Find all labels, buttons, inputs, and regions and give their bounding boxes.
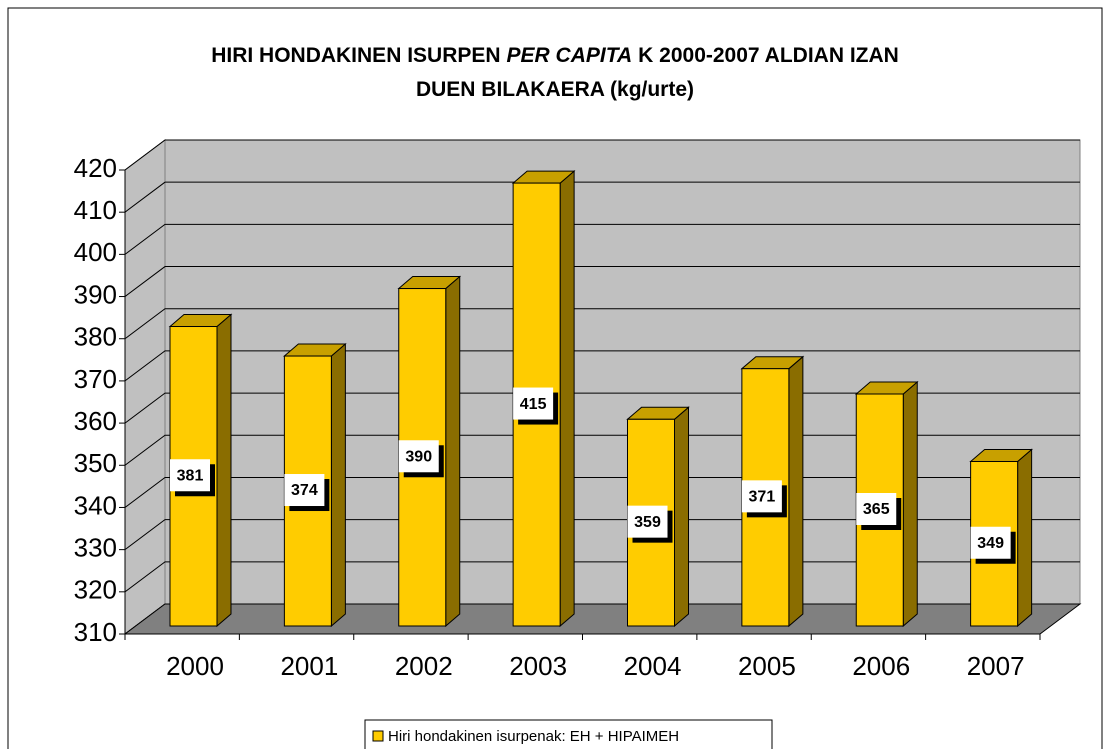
y-tick-label: 410	[74, 195, 117, 225]
value-label-box	[284, 474, 325, 507]
bar-side	[445, 275, 461, 628]
side-wall	[124, 139, 166, 635]
bar-side	[1017, 448, 1033, 628]
title-part: HIRI HONDAKINEN ISURPEN	[211, 44, 500, 67]
value-label: 390	[405, 448, 432, 465]
title-part: DUEN BILAKAERA (kg/urte)	[416, 78, 694, 101]
value-label: 371	[749, 489, 776, 506]
bar-side	[674, 406, 689, 628]
value-label-box	[170, 459, 210, 492]
value-label: 349	[977, 535, 1004, 552]
title-part: PER CAPITA	[507, 44, 633, 67]
value-label: 359	[634, 514, 661, 531]
title-part: K 2000-2007 ALDIAN IZAN	[638, 44, 899, 67]
bar-side	[330, 342, 346, 628]
value-label-box	[856, 493, 897, 525]
legend-label: Hiri hondakinen isurpenak: EH + HIPAIMEH	[388, 728, 679, 745]
value-label-box	[970, 526, 1011, 559]
bar-side	[902, 380, 918, 628]
y-tick-label: 320	[74, 575, 117, 605]
value-label-box	[398, 440, 439, 473]
y-tick-label: 310	[74, 617, 117, 647]
x-tick-label: 2006	[852, 651, 910, 681]
y-tick-label: 360	[74, 406, 117, 436]
y-tick-label: 390	[74, 279, 117, 309]
y-tick-label: 370	[74, 364, 117, 394]
value-label: 415	[520, 396, 547, 413]
y-tick-label: 350	[74, 448, 117, 478]
bar-side	[216, 313, 232, 628]
value-label: 365	[863, 501, 890, 518]
y-tick-label: 380	[74, 322, 117, 352]
x-tick-label: 2000	[166, 651, 224, 681]
x-tick-label: 2002	[395, 651, 453, 681]
x-tick-label: 2004	[624, 651, 682, 681]
y-tick-label: 400	[74, 237, 117, 267]
y-tick-label: 420	[74, 153, 117, 183]
value-label-box	[627, 505, 668, 538]
y-tick-label: 340	[74, 490, 117, 520]
value-label-box	[741, 480, 782, 513]
x-tick-label: 2005	[738, 651, 796, 681]
value-label: 374	[291, 482, 318, 499]
floor	[123, 603, 1082, 635]
legend-swatch	[372, 730, 384, 742]
grid-line	[124, 308, 1080, 340]
grid-line	[124, 223, 1080, 255]
bar-side	[788, 355, 804, 628]
x-tick-label: 2001	[280, 651, 338, 681]
grid-line	[124, 181, 1080, 213]
chart-title: HIRI HONDAKINEN ISURPEN PER CAPITA K 2000-…	[211, 44, 899, 101]
grid-line	[124, 139, 1080, 171]
y-tick-label: 330	[74, 533, 117, 563]
grid-line	[124, 350, 1080, 382]
value-label: 381	[177, 467, 204, 484]
legend-box	[364, 719, 773, 749]
x-tick-label: 2007	[967, 651, 1025, 681]
value-label-box	[513, 387, 554, 420]
bar-side	[559, 170, 575, 628]
grid-line	[124, 266, 1080, 297]
x-tick-label: 2003	[509, 651, 567, 681]
